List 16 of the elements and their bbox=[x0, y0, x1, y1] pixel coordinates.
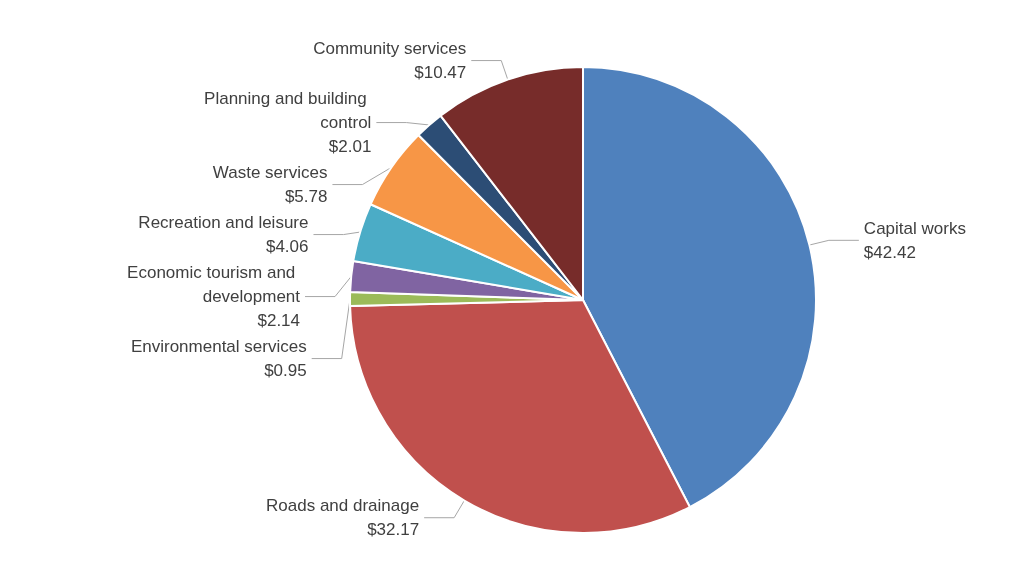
data-label: $2.01 bbox=[328, 137, 372, 157]
data-label: $2.14 bbox=[257, 311, 301, 331]
slice-label: Planning and building control bbox=[204, 89, 372, 133]
slice-label: Waste services bbox=[212, 163, 328, 183]
data-label: $42.42 bbox=[863, 242, 916, 262]
slice-label: Capital works bbox=[863, 218, 966, 238]
data-label: $32.17 bbox=[367, 520, 420, 540]
slice-label: Recreation and leisure bbox=[138, 213, 309, 233]
slice-label: Roads and drainage bbox=[266, 496, 420, 516]
data-label: $0.95 bbox=[264, 361, 307, 381]
data-label: $10.47 bbox=[414, 63, 467, 83]
data-label: $5.78 bbox=[284, 187, 328, 207]
slice-label: Environmental services bbox=[130, 337, 307, 357]
slice-label: Economic tourism and development bbox=[127, 263, 301, 307]
slice-label: Community services bbox=[313, 39, 467, 59]
data-label: $4.06 bbox=[265, 237, 309, 257]
